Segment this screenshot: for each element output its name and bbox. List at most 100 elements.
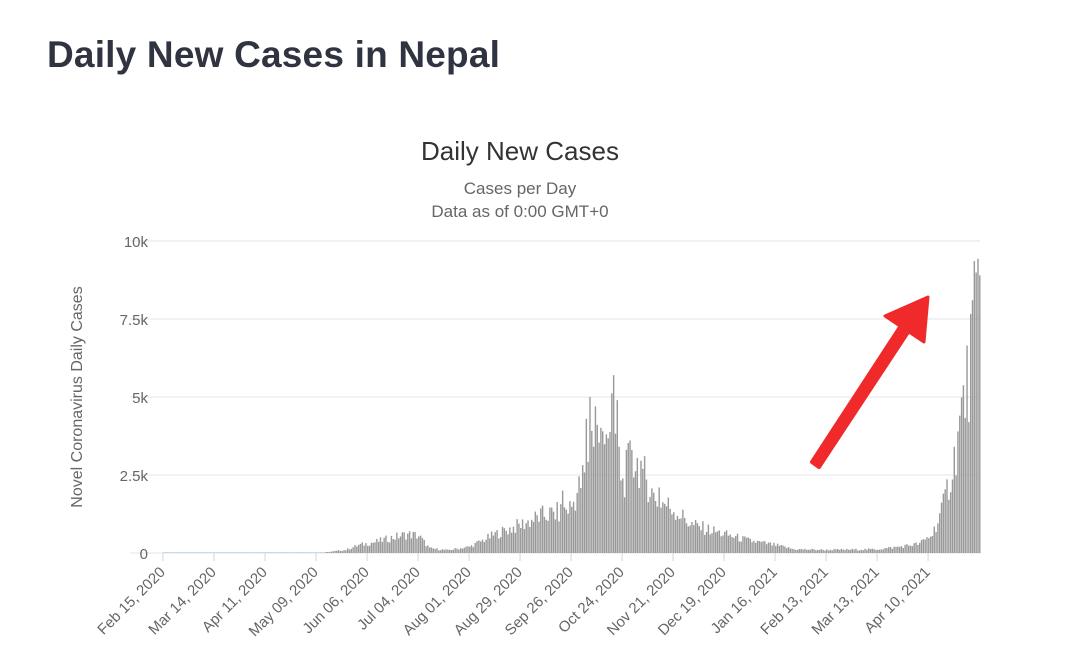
bar <box>581 465 584 553</box>
bar <box>860 549 863 553</box>
bar <box>736 533 739 553</box>
bar <box>232 552 234 553</box>
bar <box>804 548 806 553</box>
bar <box>602 431 604 553</box>
bar <box>596 424 598 553</box>
bar <box>525 523 527 553</box>
bar <box>170 552 172 553</box>
bar <box>569 501 571 553</box>
bar <box>833 549 835 553</box>
bar <box>500 537 502 553</box>
bar <box>665 506 668 553</box>
bar <box>742 536 744 553</box>
bar <box>625 449 628 553</box>
bar <box>244 552 247 553</box>
bar <box>782 545 784 553</box>
bar <box>867 548 870 553</box>
bar <box>649 496 651 553</box>
bar <box>745 537 748 553</box>
bar <box>740 541 742 553</box>
bar <box>694 519 697 553</box>
bar <box>928 538 930 553</box>
bar <box>472 547 475 553</box>
bar <box>578 476 580 553</box>
bar <box>543 516 546 553</box>
bar <box>654 501 657 553</box>
bar <box>900 546 903 553</box>
bar <box>975 272 977 553</box>
bar <box>361 542 363 553</box>
bar <box>458 549 460 553</box>
bar <box>509 527 511 553</box>
bar <box>560 504 562 553</box>
bar <box>357 544 360 553</box>
bar <box>713 526 715 553</box>
bar <box>199 552 201 553</box>
bar <box>824 550 826 553</box>
bar <box>609 431 611 553</box>
bar <box>762 541 764 553</box>
bar <box>911 546 914 553</box>
bar <box>576 492 578 553</box>
bar <box>909 545 912 553</box>
bar <box>350 548 353 553</box>
bar <box>266 552 269 553</box>
bar <box>614 433 617 553</box>
bar <box>862 550 864 553</box>
bar <box>926 537 928 553</box>
bar <box>541 505 544 553</box>
bar <box>345 550 347 553</box>
bars <box>163 258 981 553</box>
bar <box>470 545 473 553</box>
bar <box>669 508 671 553</box>
bar <box>436 548 438 553</box>
bar <box>259 552 261 553</box>
bar <box>532 521 535 553</box>
bar <box>755 542 757 553</box>
bar <box>255 552 258 553</box>
bar <box>292 552 294 553</box>
bar <box>837 548 839 553</box>
bar <box>197 552 200 553</box>
bar <box>215 552 218 553</box>
bar <box>811 548 813 553</box>
bar <box>387 541 389 553</box>
bar <box>405 539 407 553</box>
bar <box>316 552 318 553</box>
bar <box>164 552 167 553</box>
bar <box>826 549 828 553</box>
bar <box>627 442 629 553</box>
bar <box>939 513 941 553</box>
bar <box>634 471 637 553</box>
bar <box>454 548 456 553</box>
bar <box>643 456 646 553</box>
bar <box>964 417 966 553</box>
bar <box>598 442 600 553</box>
bar <box>257 552 260 553</box>
bar <box>700 530 702 553</box>
bar <box>676 515 679 553</box>
bar <box>228 552 230 553</box>
bar <box>288 552 291 553</box>
bar <box>388 542 391 553</box>
bar <box>953 446 956 553</box>
bar <box>840 548 843 553</box>
bar <box>337 550 340 553</box>
bar <box>771 545 773 553</box>
bar <box>898 546 901 553</box>
bar <box>968 422 970 553</box>
bar <box>888 547 890 553</box>
bar <box>163 552 165 553</box>
bar <box>352 547 354 553</box>
bar <box>414 532 416 553</box>
bar <box>720 536 722 553</box>
bar <box>179 552 181 553</box>
bar <box>767 542 770 553</box>
bar <box>323 552 325 553</box>
bar <box>418 536 420 553</box>
bar <box>341 550 343 553</box>
bar <box>798 549 801 553</box>
bar <box>372 542 374 553</box>
bar <box>869 549 872 553</box>
bar <box>427 545 429 553</box>
